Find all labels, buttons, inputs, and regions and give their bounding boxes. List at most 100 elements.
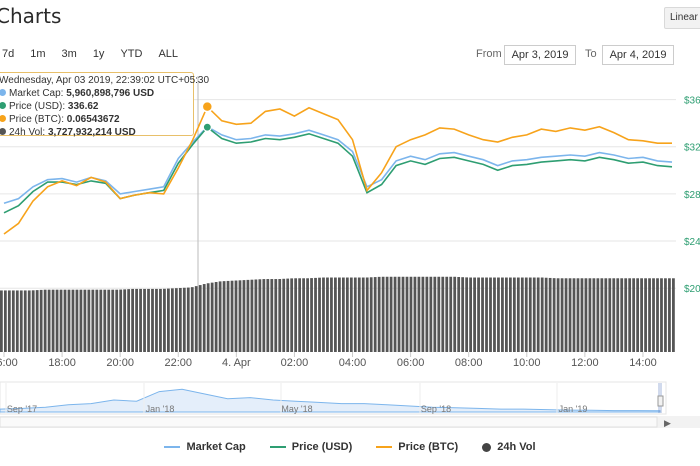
volume-bar (338, 277, 341, 352)
volume-bar (170, 288, 174, 352)
volume-bar (314, 277, 317, 352)
volume-bar (218, 281, 222, 352)
legend-item-price-btc[interactable]: Price (BTC) (376, 441, 458, 453)
volume-bar (302, 278, 305, 352)
volume-bar (516, 277, 520, 352)
volume-bar (151, 288, 154, 352)
volume-bar (43, 289, 47, 352)
volume-bar (35, 290, 39, 352)
volume-bar (524, 277, 528, 352)
volume-bar (7, 290, 11, 352)
volume-bar (318, 277, 321, 352)
y-tick-label: $20 (684, 284, 700, 295)
volume-bar (143, 288, 146, 352)
price-chart[interactable]: $36 $32 $28 $24 $20 16:00 18:00 20:00 22:00 4. A… (0, 0, 700, 440)
volume-bar (230, 280, 234, 352)
volume-bar (560, 278, 564, 352)
volume-bar (540, 277, 544, 352)
volume-bar (294, 278, 298, 352)
volume-bar (648, 278, 651, 352)
volume-bar (445, 276, 449, 352)
scale-toggle-button[interactable]: Linear Scale (664, 7, 700, 29)
volume-bar (39, 289, 43, 352)
page-title: Charts (0, 4, 62, 28)
volume-bar (548, 277, 552, 352)
volume-bar (588, 278, 592, 352)
volume-bar (485, 277, 488, 352)
volume-bar (508, 277, 512, 352)
volume-bar (59, 289, 63, 352)
volume-dot-icon (0, 128, 6, 135)
range-3m-button[interactable]: 3m (55, 46, 83, 62)
navigator-handle[interactable] (657, 395, 664, 407)
volume-bar (469, 277, 472, 352)
to-date-input[interactable]: Apr 4, 2019 (602, 45, 674, 65)
volume-bar (278, 279, 282, 352)
market-cap-line-icon (164, 446, 181, 448)
volume-bar (71, 289, 75, 352)
volume-bar (254, 279, 258, 352)
volume-bar (155, 288, 158, 352)
chart-tooltip: Wednesday, Apr 03 2019, 22:39:02 UTC+05:… (0, 72, 209, 138)
market-cap-line (3, 125, 673, 205)
volume-bar (127, 289, 131, 352)
volume-bar (214, 282, 218, 352)
volume-bar (397, 276, 401, 352)
volume-bar (3, 290, 7, 352)
volume-bar (250, 279, 254, 352)
legend-item-market-cap[interactable]: Market Cap (164, 441, 246, 453)
volume-bar (238, 280, 242, 352)
volume-bar (349, 277, 353, 352)
volume-bar (453, 276, 457, 352)
volume-bar (186, 287, 190, 352)
volume-bar (246, 279, 250, 352)
to-label: To (585, 48, 597, 60)
volume-bar (174, 288, 178, 352)
volume-bar (624, 278, 628, 352)
volume-bar (27, 290, 31, 352)
hover-marker-usd (202, 122, 212, 132)
volume-bar (592, 278, 596, 352)
volume-bar (286, 278, 290, 352)
volume-bar (139, 288, 142, 352)
range-all-button[interactable]: ALL (152, 46, 185, 62)
volume-bar (473, 277, 476, 352)
from-label: From (476, 48, 502, 60)
volume-bar (656, 278, 659, 352)
volume-bar (465, 277, 469, 352)
legend-item-volume[interactable]: 24h Vol (482, 441, 536, 453)
range-selector: 7d 1m 3m 1y YTD ALL (0, 46, 185, 62)
volume-bar (608, 278, 612, 352)
volume-bar (528, 277, 532, 352)
y-tick-label: $36 (684, 96, 700, 107)
navigator-labels: Sep '17 Jan '18 May '18 Sep '18 Jan '19 (5, 383, 587, 414)
volume-bar (63, 289, 67, 352)
price-usd-dot-icon (0, 102, 6, 109)
volume-bar (664, 278, 667, 352)
from-date-input[interactable]: Apr 3, 2019 (504, 45, 576, 65)
x-tick-label: 14:00 (629, 357, 657, 369)
tooltip-row-price-usd: Price (USD): 336.62 (0, 100, 189, 113)
volume-bar (429, 276, 433, 352)
volume-bar (242, 280, 246, 352)
navigator: Sep '17 Jan '18 May '18 Sep '18 Jan '19 ▶ (0, 381, 700, 428)
y-tick-label: $32 (684, 143, 700, 154)
volume-bar (163, 288, 166, 352)
range-1m-button[interactable]: 1m (24, 46, 52, 62)
volume-bar (381, 276, 385, 352)
range-1y-button[interactable]: 1y (86, 46, 111, 62)
volume-bar (91, 289, 95, 352)
legend-item-price-usd[interactable]: Price (USD) (269, 441, 352, 453)
volume-bar (596, 278, 600, 352)
x-tick-label: 08:00 (455, 357, 483, 369)
volume-bar (532, 277, 536, 352)
volume-bar (616, 278, 620, 352)
volume-bar (449, 276, 453, 352)
x-tick-label: 4. Apr (222, 357, 251, 369)
scrollbar-thumb[interactable] (0, 416, 658, 428)
volume-bar (31, 290, 35, 352)
volume-bar (83, 289, 87, 352)
range-ytd-button[interactable]: YTD (114, 46, 149, 62)
range-7d-button[interactable]: 7d (0, 46, 21, 62)
navigator-label: Sep '18 (421, 404, 451, 414)
